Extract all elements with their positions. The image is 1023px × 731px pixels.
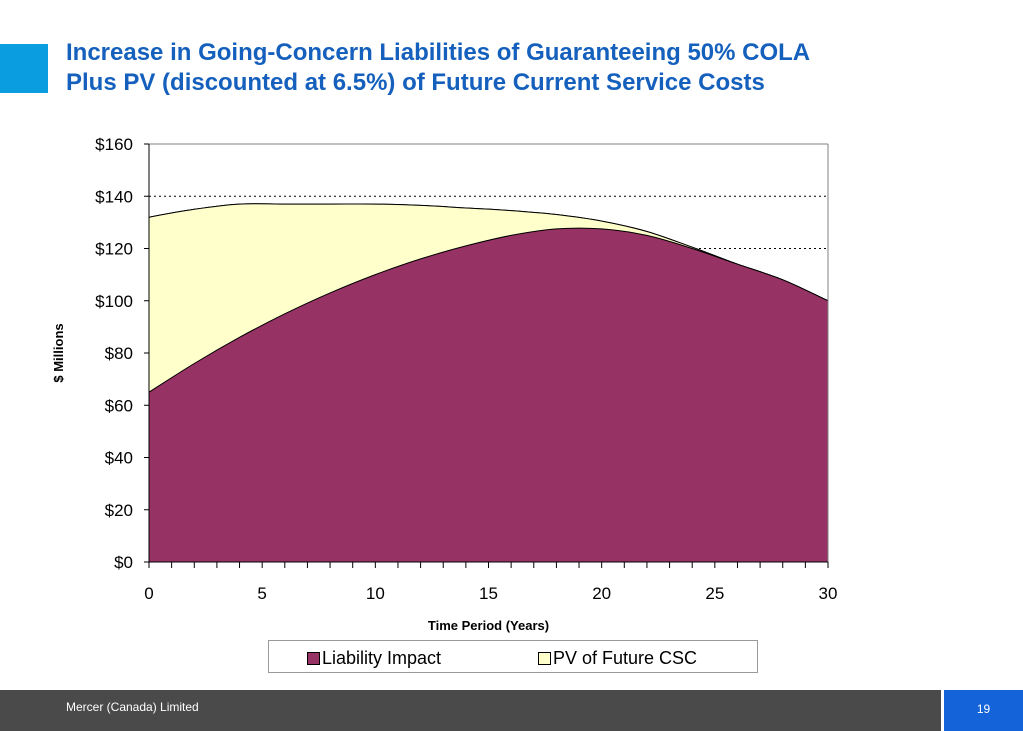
title-line-1: Increase in Going-Concern Liabilities of… [66, 39, 811, 66]
area-chart: $0 $20 $40 $60 $80 $100 $120 $140 $160 0 5 10 15 20 25… [51, 135, 838, 633]
x-axis-title: Time Period (Years) [428, 618, 549, 633]
legend-item-liability: Liability Impact [307, 648, 441, 669]
y-tick-label-100: $100 [95, 292, 133, 311]
legend-label-pv-csc: PV of Future CSC [553, 648, 698, 668]
x-tick-label-5: 5 [257, 584, 266, 603]
y-tick-label-160: $160 [95, 135, 133, 154]
x-tick-label-30: 30 [819, 584, 838, 603]
title-line-2: Plus PV (discounted at 6.5%) of Future C… [66, 69, 765, 96]
page-number: 19 [976, 702, 991, 716]
y-tick-label-80: $80 [105, 344, 133, 363]
x-tick-label-25: 25 [705, 584, 724, 603]
x-tick-label-10: 10 [366, 584, 385, 603]
y-tick-label-60: $60 [105, 396, 133, 415]
legend-label-liability: Liability Impact [322, 648, 442, 668]
footer-bar: Mercer (Canada) Limited 19 [0, 690, 1023, 731]
y-tick-label-140: $140 [95, 187, 133, 206]
legend-swatch-liability [307, 652, 320, 665]
y-tick-label-20: $20 [105, 501, 133, 520]
legend-item-pv-csc: PV of Future CSC [538, 648, 697, 669]
x-tick-label-20: 20 [592, 584, 611, 603]
x-tick-label-0: 0 [144, 584, 153, 603]
footer-company: Mercer (Canada) Limited [66, 700, 199, 714]
legend-swatch-pv-csc [538, 652, 551, 665]
slide-title: Increase in Going-Concern Liabilities of… [66, 38, 966, 98]
y-tick-label-40: $40 [105, 449, 133, 468]
accent-square [0, 44, 48, 93]
y-axis-title: $ Millions [51, 323, 66, 382]
y-tick-label-0: $0 [114, 553, 133, 572]
x-tick-label-15: 15 [479, 584, 498, 603]
y-tick-label-120: $120 [95, 240, 133, 259]
chart-legend: Liability Impact PV of Future CSC [268, 640, 758, 673]
area-liability-impact-fill [148, 227, 829, 563]
page-number-box: 19 [941, 690, 1023, 731]
